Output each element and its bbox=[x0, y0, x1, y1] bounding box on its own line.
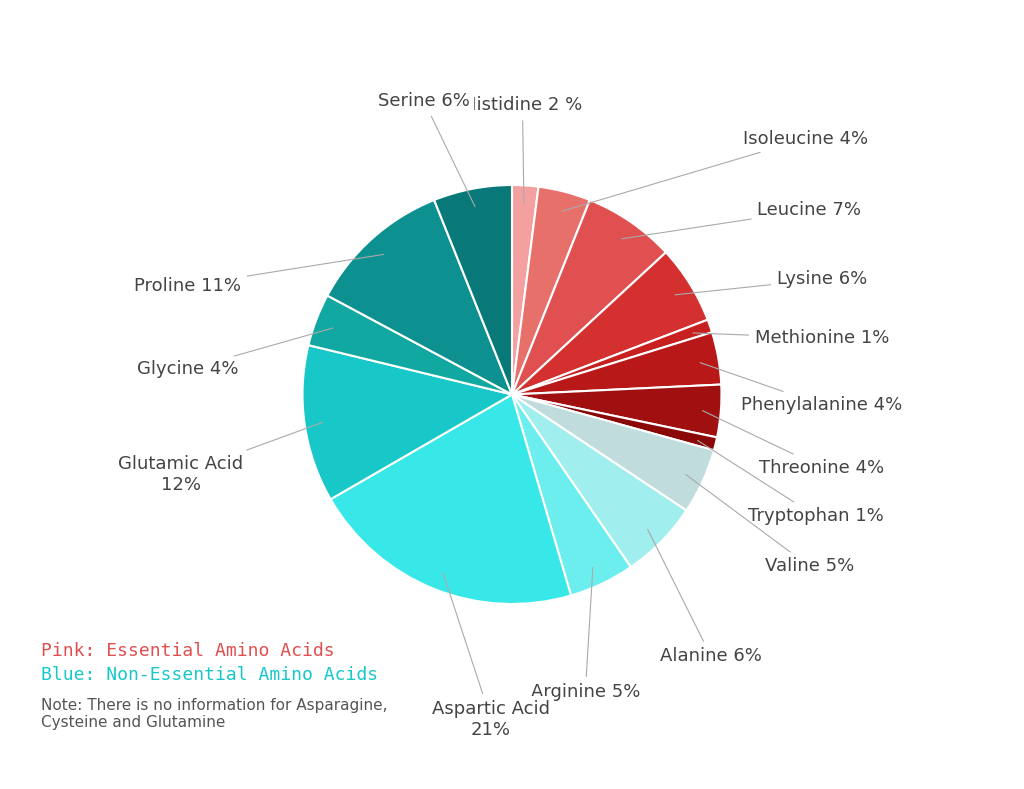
Text: Proline 11%: Proline 11% bbox=[134, 254, 384, 294]
Text: Note: There is no information for Asparagine,
Cysteine and Glutamine: Note: There is no information for Aspara… bbox=[41, 697, 387, 731]
Text: Blue: Non-Essential Amino Acids: Blue: Non-Essential Amino Acids bbox=[41, 666, 378, 683]
Wedge shape bbox=[512, 200, 666, 394]
Text: Alanine 6%: Alanine 6% bbox=[647, 529, 762, 665]
Text: Leucine 7%: Leucine 7% bbox=[622, 201, 861, 239]
Text: Lysine 6%: Lysine 6% bbox=[675, 271, 867, 295]
Text: Arginine 5%: Arginine 5% bbox=[530, 567, 640, 701]
Text: Serine 6%: Serine 6% bbox=[378, 92, 475, 207]
Text: Glycine 4%: Glycine 4% bbox=[136, 328, 333, 379]
Wedge shape bbox=[512, 187, 590, 394]
Text: Valine 5%: Valine 5% bbox=[686, 474, 854, 575]
Wedge shape bbox=[512, 394, 631, 596]
Text: Glutamic Acid
12%: Glutamic Acid 12% bbox=[119, 422, 323, 493]
Text: Histidine 2 %: Histidine 2 % bbox=[463, 96, 582, 204]
Text: Isoleucine 4%: Isoleucine 4% bbox=[562, 130, 868, 211]
Wedge shape bbox=[512, 394, 686, 567]
Text: Aspartic Acid
21%: Aspartic Acid 21% bbox=[432, 572, 550, 739]
Wedge shape bbox=[434, 185, 512, 394]
Wedge shape bbox=[331, 394, 571, 604]
Wedge shape bbox=[512, 332, 721, 394]
Wedge shape bbox=[512, 320, 712, 394]
Wedge shape bbox=[302, 345, 512, 499]
Wedge shape bbox=[512, 384, 722, 437]
Text: Tryptophan 1%: Tryptophan 1% bbox=[697, 440, 884, 525]
Text: Threonine 4%: Threonine 4% bbox=[702, 410, 885, 477]
Wedge shape bbox=[512, 252, 708, 394]
Text: Methionine 1%: Methionine 1% bbox=[693, 329, 889, 347]
Wedge shape bbox=[512, 394, 714, 510]
Text: Pink: Essential Amino Acids: Pink: Essential Amino Acids bbox=[41, 642, 335, 660]
Wedge shape bbox=[308, 296, 512, 394]
Wedge shape bbox=[512, 185, 539, 394]
Text: Phenylalanine 4%: Phenylalanine 4% bbox=[700, 363, 903, 414]
Wedge shape bbox=[512, 394, 717, 451]
Wedge shape bbox=[328, 200, 512, 394]
